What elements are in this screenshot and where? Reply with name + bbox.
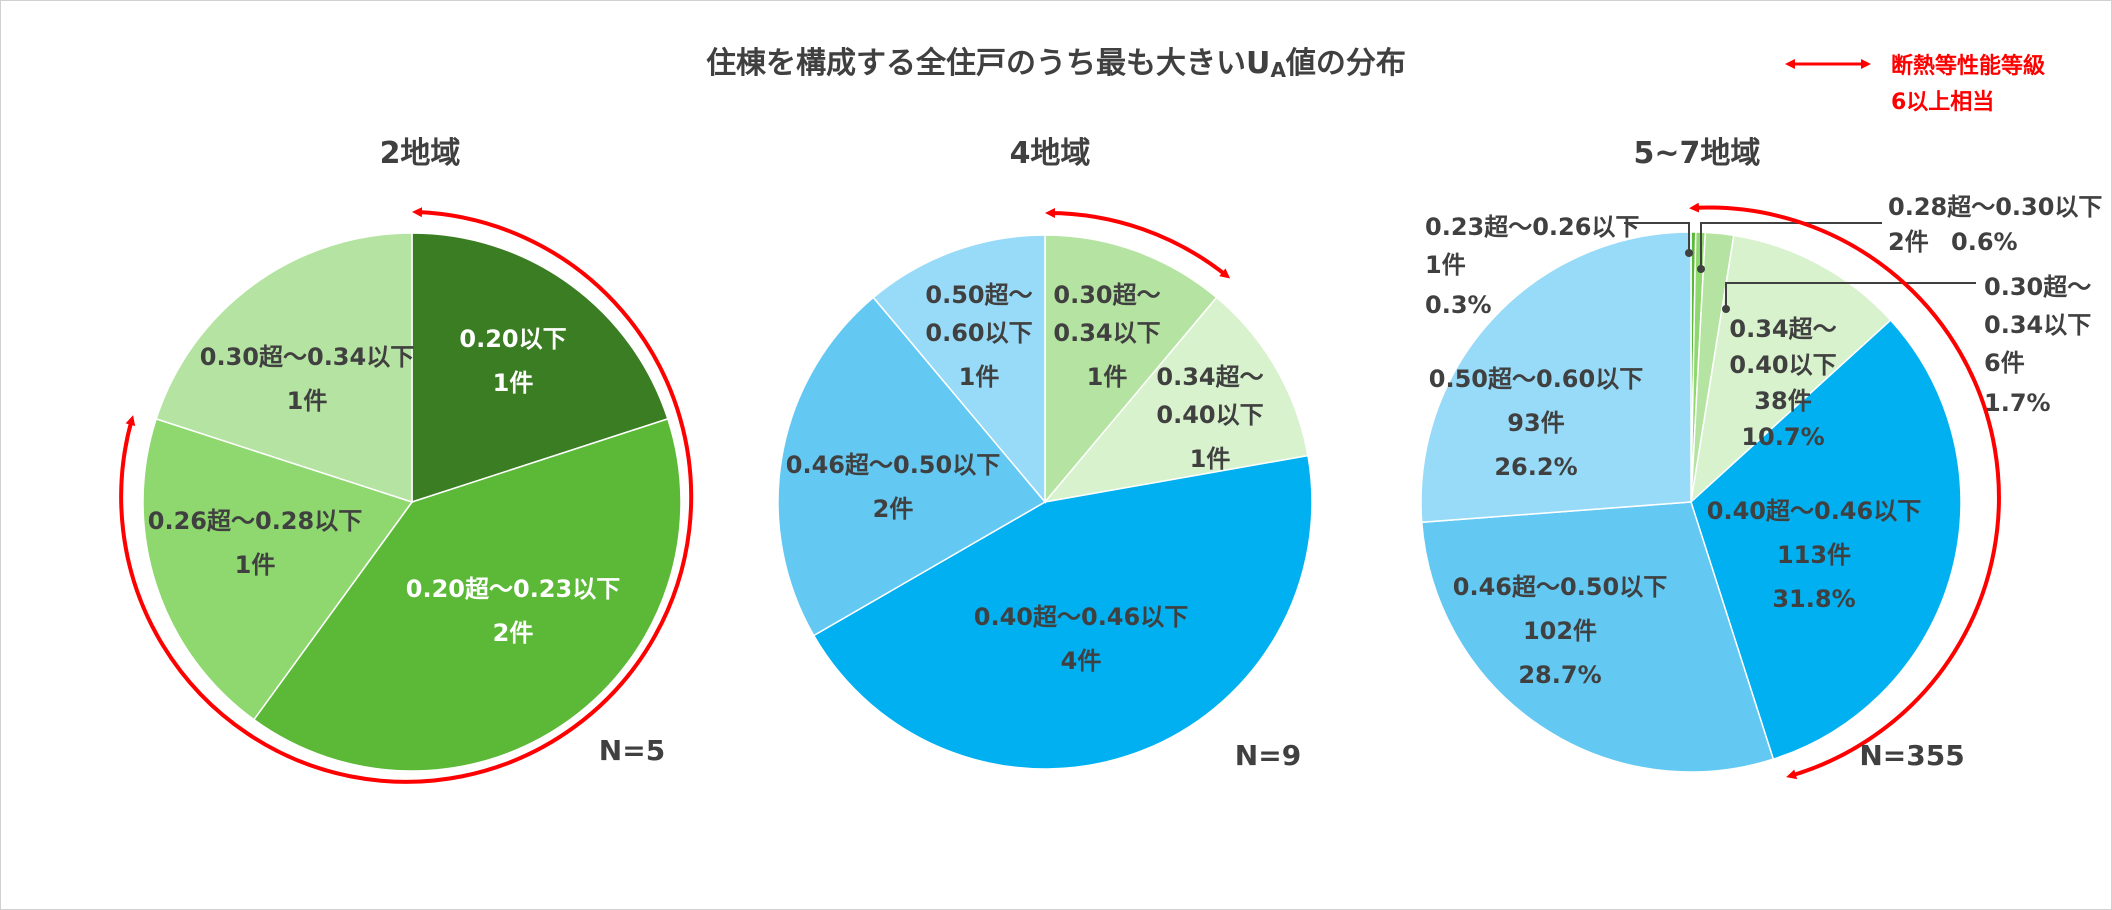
- slice-label-count: 93件: [1507, 409, 1564, 437]
- grade-range-arrow: [1045, 208, 1231, 279]
- pie-slice: [812, 454, 1313, 770]
- pie-title: 4地域: [1010, 136, 1091, 171]
- slice-label-range: 0.40超〜0.46以下: [1707, 497, 1921, 525]
- pie-title: 5~7地域: [1634, 136, 1761, 171]
- legend-label-line2: 6以上相当: [1891, 90, 1994, 115]
- pie-chart-region-5-7: 5~7地域 0.23超〜0.26以下 1件 0.3% 0.28超〜0.30以下 …: [1420, 136, 2102, 780]
- slice-label-range: 0.30超〜: [1053, 281, 1160, 309]
- sample-size-label: N=5: [599, 734, 665, 767]
- leader-dot: [1685, 249, 1693, 257]
- slice-label: 0.26超〜0.28以下 1件: [148, 507, 362, 579]
- slice-label-percent: 31.8%: [1772, 585, 1855, 613]
- slice-label-range: 0.50超〜0.60以下: [1429, 365, 1643, 393]
- slice-label-count: 1件: [235, 551, 276, 579]
- pie-title: 2地域: [380, 136, 461, 171]
- slice-label-count: 1件: [1087, 363, 1128, 391]
- slice-label-range: 0.34超〜: [1156, 363, 1263, 391]
- slice-label-count: 4件: [1061, 647, 1102, 675]
- slice-label-range: 0.34超〜: [1729, 315, 1836, 343]
- pie-chart-region-4: 4地域 0.30超〜 0.34以下 1件 0.34超〜 0.40以下 1件 0.…: [777, 136, 1313, 772]
- slice-label-range: 0.50超〜: [925, 281, 1032, 309]
- slice-label-count: 1件: [959, 363, 1000, 391]
- slice-label-range: 0.26超〜0.28以下: [148, 507, 362, 535]
- pie-slice: [1043, 296, 1309, 504]
- chart-title: 住棟を構成する全住戸のうち最も大きいUA値の分布: [706, 46, 1406, 82]
- slice-label-range: 0.20超〜0.23以下: [406, 575, 620, 603]
- slice-label-count: 2件: [873, 495, 914, 523]
- slice-label-range: 0.28超〜0.30以下: [1888, 193, 2102, 221]
- pie-chart-region-2: 2地域 0.20以下 1件 0.20超〜0.23以下 2件 0.26超〜0.28…: [119, 136, 694, 784]
- grade-range-arrow: [119, 207, 694, 784]
- slice-label-count: 1件: [1425, 251, 1466, 279]
- slice-label-range: 0.40以下: [1156, 401, 1263, 429]
- slice-label-range: 0.20以下: [459, 325, 566, 353]
- slice-label-count: 2件: [1888, 228, 1929, 256]
- slice-label: 0.23超〜0.26以下 1件 0.3%: [1425, 213, 1639, 319]
- slice-label-range: 0.30超〜0.34以下: [200, 343, 414, 371]
- slice-label: 0.34超〜 0.40以下 1件: [1156, 363, 1263, 473]
- slice-label: 0.28超〜0.30以下 2件 0.6%: [1888, 193, 2102, 256]
- slice-label: 0.20以下 1件: [459, 325, 566, 397]
- pie-slice: [142, 417, 414, 721]
- slice-label-percent: 10.7%: [1741, 423, 1824, 451]
- slice-label-count: 38件: [1754, 387, 1811, 415]
- slice-label: 0.40超〜0.46以下 4件: [974, 603, 1188, 675]
- pie-slice: [1420, 231, 1692, 524]
- slice-label-percent: 1.7%: [1984, 389, 2051, 417]
- pie-slices: [777, 234, 1313, 770]
- slice-label-count: 2件: [493, 619, 534, 647]
- slice-label-range: 0.46超〜0.50以下: [1453, 573, 1667, 601]
- slice-label: 0.30超〜 0.34以下 1件: [1053, 281, 1160, 391]
- slice-label-range: 0.34以下: [1053, 319, 1160, 347]
- leader-dot: [1722, 305, 1730, 313]
- slice-label: 0.50超〜0.60以下 93件 26.2%: [1429, 365, 1643, 481]
- slice-label: 0.30超〜 0.34以下 6件 1.7%: [1984, 273, 2091, 417]
- slice-label-range: 0.40以下: [1729, 351, 1836, 379]
- slice-label-percent: 0.3%: [1425, 291, 1492, 319]
- slice-label-percent: 26.2%: [1494, 453, 1577, 481]
- sample-size-label: N=355: [1859, 739, 1964, 772]
- pie-slice: [252, 417, 682, 772]
- slice-label: 0.50超〜 0.60以下 1件: [925, 281, 1032, 391]
- pie-slice: [777, 296, 1047, 637]
- sample-size-label: N=9: [1235, 739, 1301, 772]
- slice-label: 0.46超〜0.50以下 2件: [786, 451, 1000, 523]
- pie-slices: [142, 232, 682, 772]
- slice-label-percent: 0.6%: [1951, 228, 2018, 256]
- slice-label: 0.46超〜0.50以下 102件 28.7%: [1453, 573, 1667, 689]
- slice-label-count: 102件: [1523, 617, 1597, 645]
- slice-label: 0.20超〜0.23以下 2件: [406, 575, 620, 647]
- pie-slice: [872, 234, 1046, 505]
- grade-range-arrow: [1689, 202, 2001, 780]
- slice-label-range: 0.23超〜0.26以下: [1425, 213, 1639, 241]
- slice-label-percent: 28.7%: [1518, 661, 1601, 689]
- slice-label-count: 6件: [1984, 349, 2025, 377]
- slice-label-range: 0.30超〜: [1984, 273, 2091, 301]
- slice-label-count: 1件: [1190, 445, 1231, 473]
- slice-label-range: 0.46超〜0.50以下: [786, 451, 1000, 479]
- slice-label-range: 0.40超〜0.46以下: [974, 603, 1188, 631]
- legend: 断熱等性能等級 6以上相当: [1785, 53, 2045, 115]
- leader-line: [1624, 222, 1690, 253]
- legend-label-line1: 断熱等性能等級: [1891, 53, 2045, 79]
- slice-label-range: 0.60以下: [925, 319, 1032, 347]
- slice-label-count: 1件: [493, 369, 534, 397]
- slice-label-range: 0.34以下: [1984, 311, 2091, 339]
- pie-slice: [411, 232, 669, 504]
- slice-label-count: 1件: [287, 387, 328, 415]
- slice-label-count: 113件: [1777, 541, 1851, 569]
- leader-dot: [1697, 265, 1705, 273]
